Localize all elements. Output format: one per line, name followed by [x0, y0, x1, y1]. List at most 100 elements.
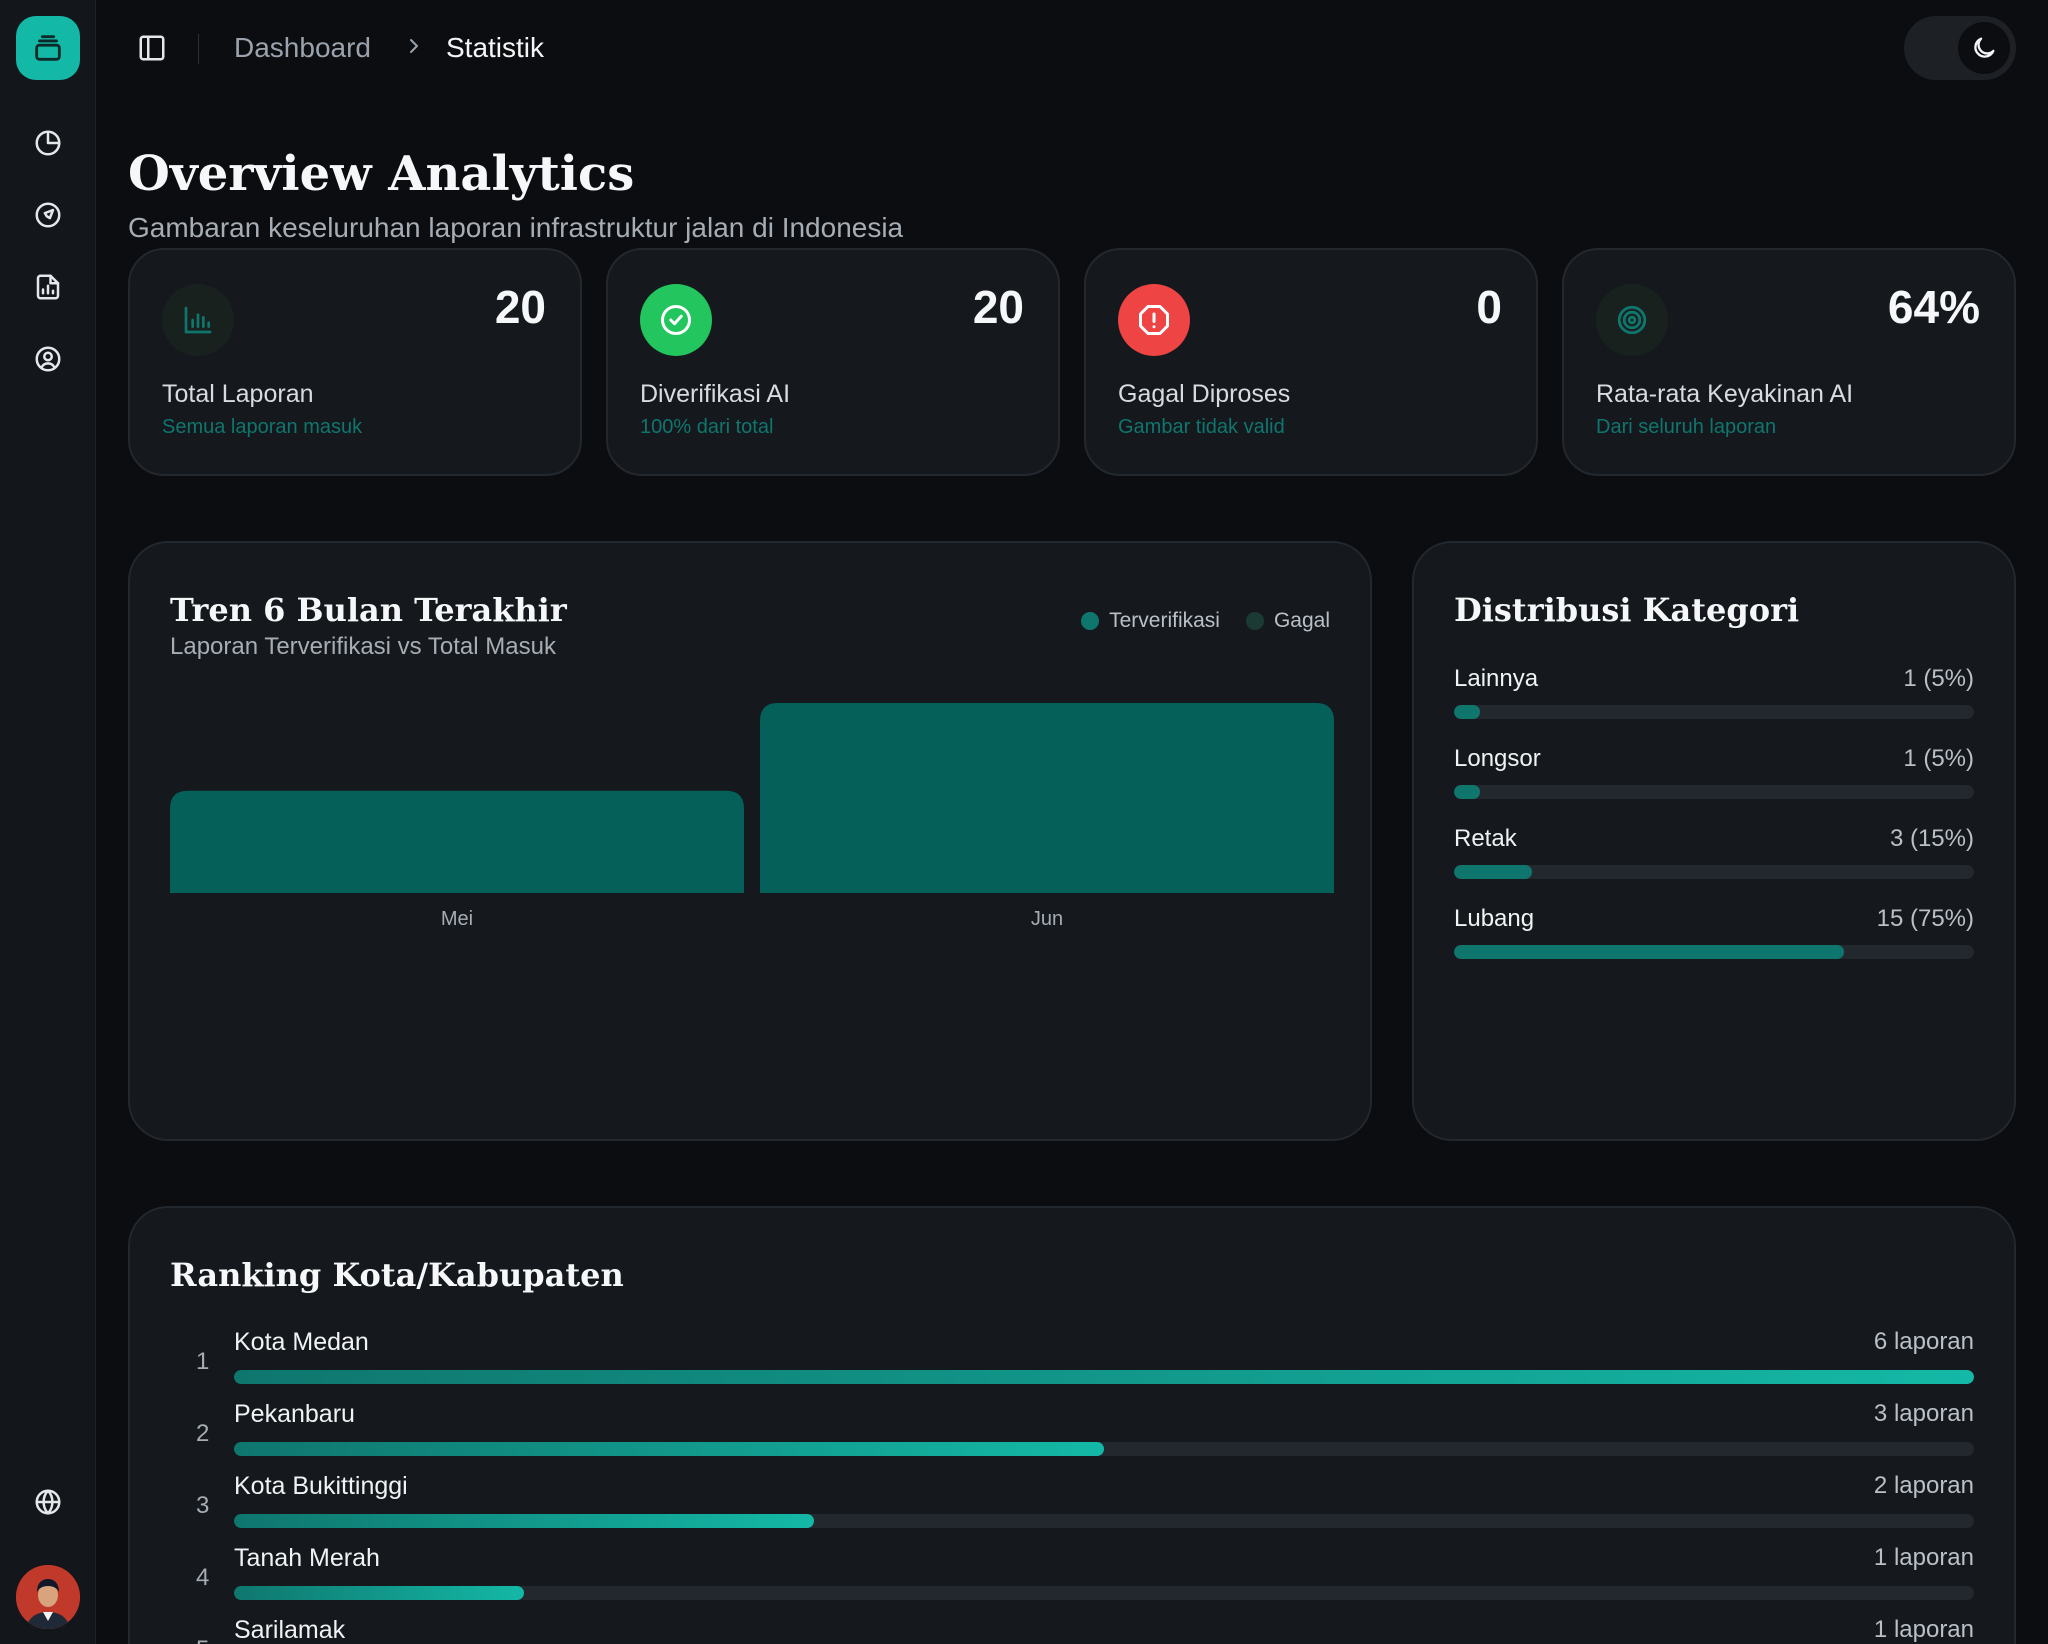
category-name: Lubang — [1454, 905, 1535, 932]
category-fill — [1454, 945, 1844, 959]
stat-icon-wrap — [1596, 284, 1668, 356]
stat-icon-wrap — [640, 284, 712, 356]
rank-value: 1 laporan — [1873, 1616, 1974, 1643]
category-value: 15 (75%) — [1876, 905, 1974, 932]
globe-icon — [35, 1489, 61, 1515]
category-track — [1454, 945, 1974, 959]
x-tick-label: Mei — [441, 908, 473, 930]
stat-icon-wrap — [1118, 284, 1190, 356]
category-fill — [1454, 705, 1480, 719]
moon-icon — [1974, 37, 1995, 58]
sidebar-item-profile[interactable] — [28, 339, 68, 379]
stat-sub: Gambar tidak valid — [1118, 416, 1285, 438]
check-circle-icon — [661, 305, 691, 335]
trend-chart: Mei Jun — [170, 703, 1334, 930]
legend-item-verified: Terverifikasi — [1081, 609, 1220, 633]
alert-circle-icon — [1139, 305, 1169, 335]
page-subtitle: Gambaran keseluruhan laporan infrastrukt… — [128, 212, 904, 243]
sidebar-item-overview[interactable] — [28, 123, 68, 163]
theme-toggle-knob — [1958, 22, 2010, 74]
avatar[interactable] — [16, 1565, 80, 1629]
rank-track — [234, 1586, 1974, 1600]
rank-name: Kota Medan — [234, 1328, 369, 1356]
stat-label: Rata-rata Keyakinan AI — [1596, 380, 1854, 408]
category-track — [1454, 865, 1974, 879]
rank-number: 1 — [196, 1348, 210, 1375]
rank-name: Sarilamak — [234, 1616, 346, 1644]
rank-fill — [234, 1370, 1974, 1384]
legend-label: Terverifikasi — [1109, 609, 1220, 632]
category-value: 1 (5%) — [1903, 665, 1974, 692]
category-row: Lubang 15 (75%) — [1454, 905, 1974, 975]
stat-icon-wrap — [162, 284, 234, 356]
category-row: Retak 3 (15%) — [1454, 825, 1974, 895]
language-button[interactable] — [28, 1482, 68, 1522]
ranking-row: 5 Sarilamak 1 laporan — [170, 1616, 1974, 1644]
category-track — [1454, 785, 1974, 799]
sidebar — [0, 0, 96, 1644]
rank-number: 3 — [196, 1492, 210, 1519]
rank-name: Kota Bukittinggi — [234, 1472, 408, 1500]
ranking-row: 3 Kota Bukittinggi 2 laporan — [170, 1472, 1974, 1544]
bar-jun[interactable] — [760, 703, 1334, 893]
category-row: Longsor 1 (5%) — [1454, 745, 1974, 815]
panel-left-icon — [139, 35, 165, 61]
rank-number: 4 — [196, 1564, 210, 1591]
ranking-row: 1 Kota Medan 6 laporan — [170, 1328, 1974, 1400]
x-tick-label: Jun — [1031, 908, 1063, 930]
rank-value: 3 laporan — [1873, 1400, 1974, 1427]
stat-value: 20 — [972, 281, 1024, 333]
legend-label: Gagal — [1273, 609, 1330, 632]
stat-card-confidence: 64% Rata-rata Keyakinan AI Dari seluruh … — [1562, 248, 2016, 476]
category-track — [1454, 705, 1974, 719]
theme-toggle[interactable] — [1904, 16, 2016, 80]
ranking-title: Ranking Kota/Kabupaten — [170, 1256, 624, 1294]
chart-legend: Terverifikasi Gagal — [1081, 609, 1330, 633]
sidebar-item-reports[interactable] — [28, 267, 68, 307]
sidebar-item-navigation[interactable] — [28, 195, 68, 235]
app-logo[interactable] — [16, 16, 80, 80]
ranking-row: 2 Pekanbaru 3 laporan — [170, 1400, 1974, 1472]
stat-card-verified: 20 Diverifikasi AI 100% dari total — [606, 248, 1060, 476]
rank-value: 1 laporan — [1873, 1544, 1974, 1571]
rank-name: Pekanbaru — [234, 1400, 355, 1428]
category-panel: Distribusi Kategori Lainnya 1 (5%) Longs… — [1412, 541, 2016, 1141]
legend-dot — [1081, 612, 1100, 630]
stat-label: Gagal Diproses — [1118, 380, 1291, 408]
category-name: Lainnya — [1454, 665, 1539, 692]
bar-mei[interactable] — [170, 790, 744, 893]
breadcrumb-dashboard[interactable]: Dashboard — [234, 32, 371, 63]
rank-track — [234, 1514, 1974, 1528]
rank-track — [234, 1442, 1974, 1456]
pie-chart-icon — [35, 130, 61, 156]
bar-chart-icon — [184, 306, 212, 334]
ranking-row: 4 Tanah Merah 1 laporan — [170, 1544, 1974, 1616]
category-name: Longsor — [1454, 745, 1541, 772]
stat-card-failed: 0 Gagal Diproses Gambar tidak valid — [1084, 248, 1538, 476]
rank-fill — [234, 1586, 524, 1600]
breadcrumb-current: Statistik — [446, 32, 545, 63]
target-icon — [1617, 305, 1647, 335]
trend-subtitle: Laporan Terverifikasi vs Total Masuk — [170, 633, 556, 660]
category-fill — [1454, 865, 1532, 879]
trend-panel: Tren 6 Bulan Terakhir Laporan Terverifik… — [128, 541, 1372, 1141]
layers-icon — [35, 35, 61, 61]
category-title: Distribusi Kategori — [1454, 591, 1800, 629]
stat-card-total: 20 Total Laporan Semua laporan masuk — [128, 248, 582, 476]
header-divider — [198, 34, 199, 64]
user-circle-icon — [35, 346, 61, 372]
stat-value: 20 — [494, 281, 546, 333]
category-value: 3 (15%) — [1889, 825, 1974, 852]
legend-item-failed: Gagal — [1245, 609, 1330, 633]
category-fill — [1454, 785, 1480, 799]
navigation-icon — [35, 202, 61, 228]
stat-sub: 100% dari total — [640, 416, 774, 438]
legend-dot — [1245, 612, 1264, 630]
sidebar-toggle-button[interactable] — [134, 30, 170, 66]
rank-number: 5 — [196, 1636, 209, 1644]
stat-value: 0 — [1476, 281, 1502, 333]
rank-value: 2 laporan — [1873, 1472, 1974, 1499]
top-bar: Dashboard Statistik — [96, 0, 2048, 96]
chevron-right-icon — [410, 39, 418, 53]
rank-fill — [234, 1514, 814, 1528]
